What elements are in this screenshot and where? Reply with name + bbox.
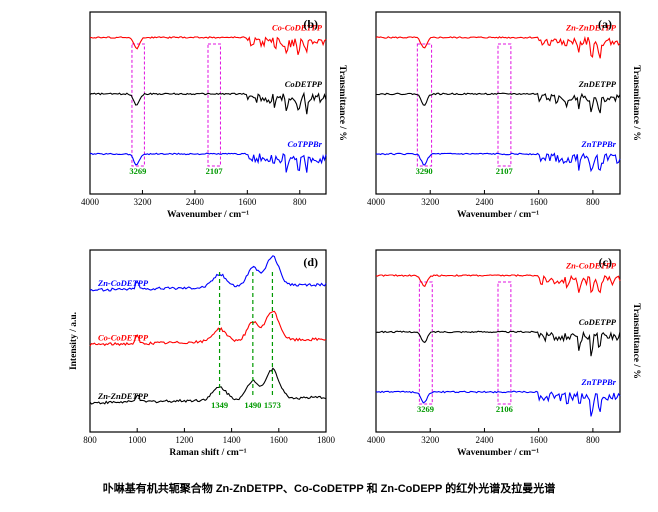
series-label: Co-CoDETPP <box>98 333 149 343</box>
plot-frame <box>375 249 621 433</box>
x-tick-label: 3200 <box>133 197 152 207</box>
series-label: Zn-ZnDETPP <box>565 22 617 32</box>
peak-label: 2107 <box>496 166 514 176</box>
x-tick-label: 3200 <box>421 435 440 445</box>
x-axis-label: Wavenumber / cm⁻¹ <box>457 210 539 220</box>
series-line <box>89 255 327 292</box>
y-axis-label: Intensity / a.u. <box>69 312 79 370</box>
x-tick-label: 2400 <box>475 435 494 445</box>
series-line <box>375 390 621 417</box>
x-tick-label: 2400 <box>475 197 494 207</box>
highlight-band <box>416 43 433 167</box>
series-line <box>89 35 327 55</box>
x-tick-label: 2400 <box>186 197 205 207</box>
panel-label: (d) <box>303 255 318 269</box>
y-axis-label: Transmittance / % <box>631 65 641 141</box>
peak-label: 3269 <box>417 404 434 414</box>
x-tick-label: 1600 <box>270 435 289 445</box>
peak-label: 3290 <box>416 166 433 176</box>
panel-c: Zn-CoDETPP CoDETPP ZnTPPBr 3269 2106 4000 3200… <box>367 249 641 458</box>
panel-label: (c) <box>599 255 612 269</box>
x-tick-label: 1800 <box>317 435 336 445</box>
x-tick-label: 4000 <box>367 435 386 445</box>
series-line <box>375 152 621 173</box>
x-axis-label: Wavenumber / cm⁻¹ <box>457 448 539 458</box>
x-tick-label: 1600 <box>530 197 549 207</box>
series-label: Zn-CoDETPP <box>97 278 149 288</box>
peak-label: 3269 <box>129 166 146 176</box>
x-axis-label: Raman shift / cm⁻¹ <box>169 448 246 458</box>
panel-label: (a) <box>598 17 612 31</box>
series-label: Co-CoDETPP <box>272 22 323 32</box>
figure: Zn-ZnDETPP ZnDETPP ZnTPPBr 3290 2107 4000 3200… <box>69 11 641 458</box>
series-line <box>375 330 621 357</box>
x-tick-label: 4000 <box>81 197 100 207</box>
x-tick-label: 1600 <box>530 435 549 445</box>
plot-frame <box>375 11 621 195</box>
figure-caption: 卟啉基有机共轭聚合物 Zn-ZnDETPP、Co-CoDETPP 和 Zn-Co… <box>102 483 556 495</box>
x-tick-label: 4000 <box>367 197 386 207</box>
series-label: ZnDETPP <box>578 79 617 89</box>
peak-label: 2107 <box>206 166 224 176</box>
panel-b: Co-CoDETPP CoDETPP CoTPPBr 3269 2107 4000 3200… <box>81 11 347 220</box>
series-line <box>375 35 621 59</box>
series-label: Zn-ZnDETPP <box>97 391 149 401</box>
series-label: CoTPPBr <box>288 139 323 149</box>
x-tick-label: 1200 <box>175 435 194 445</box>
highlight-band <box>131 43 145 167</box>
series-label: ZnTPPBr <box>581 139 617 149</box>
peak-label: 1573 <box>264 400 281 410</box>
x-axis-label: Wavenumber / cm⁻¹ <box>167 210 249 220</box>
panel-label: (b) <box>303 17 318 31</box>
series-line <box>375 274 621 294</box>
series-line <box>89 152 327 173</box>
series-label: CoDETPP <box>579 317 617 327</box>
series-line <box>89 367 327 405</box>
plot-frame <box>89 249 327 433</box>
highlight-band <box>497 43 512 167</box>
figure-svg: Zn-ZnDETPP ZnDETPP ZnTPPBr 3290 2107 4000 3200… <box>69 11 641 458</box>
peak-label: 1490 <box>244 400 261 410</box>
x-tick-label: 800 <box>586 435 600 445</box>
x-tick-label: 800 <box>83 435 97 445</box>
series-line <box>89 91 327 115</box>
plot-frame <box>89 11 327 195</box>
x-tick-label: 800 <box>293 197 307 207</box>
highlight-band <box>418 281 433 405</box>
series-line <box>89 310 327 347</box>
peak-label: 2106 <box>496 404 513 414</box>
x-tick-label: 800 <box>586 197 600 207</box>
series-label: Zn-CoDETPP <box>565 260 617 270</box>
series-line <box>376 92 621 114</box>
y-axis-label: Transmittance / % <box>631 303 641 379</box>
highlight-band <box>497 281 512 405</box>
highlight-band <box>207 43 221 167</box>
series-label: CoDETPP <box>285 79 323 89</box>
x-tick-label: 1600 <box>238 197 257 207</box>
x-tick-label: 3200 <box>421 197 440 207</box>
x-tick-label: 1400 <box>223 435 242 445</box>
peak-label: 1349 <box>211 400 228 410</box>
series-label: ZnTPPBr <box>581 377 617 387</box>
panel-a: Zn-ZnDETPP ZnDETPP ZnTPPBr 3290 2107 4000 3200… <box>367 11 641 220</box>
x-tick-label: 1000 <box>128 435 147 445</box>
panel-d: Zn-CoDETPP Co-CoDETPP Zn-ZnDETPP 1349 1490 15… <box>69 249 336 458</box>
y-axis-label: Transmittance / % <box>337 65 347 141</box>
